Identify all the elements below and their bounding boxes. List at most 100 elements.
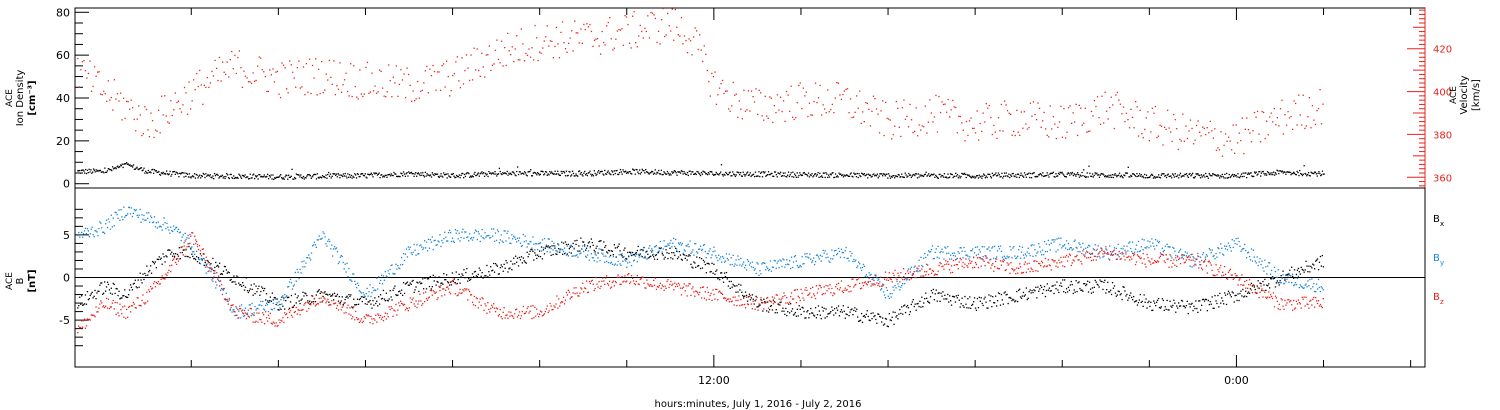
by-point [1294, 282, 1297, 284]
by-point [419, 245, 421, 247]
bx-point [885, 318, 888, 320]
bx-point [1295, 273, 1298, 276]
bx-point [1122, 286, 1124, 288]
bx-point [776, 312, 778, 314]
velocity-point [920, 129, 922, 131]
density-point [1005, 172, 1007, 174]
bx-point [1068, 289, 1071, 291]
bx-point [266, 300, 269, 302]
bx-point [592, 244, 594, 246]
bx-point [469, 279, 471, 281]
density-point [523, 173, 525, 175]
by-point [723, 261, 726, 263]
bx-point [990, 295, 992, 297]
by-point [361, 295, 363, 298]
density-point [238, 173, 240, 175]
by-point [988, 246, 990, 248]
by-point [1242, 248, 1244, 250]
density-point [729, 171, 731, 173]
bx-point [1128, 297, 1130, 299]
by-point [1012, 247, 1014, 249]
velocity-point [720, 83, 722, 85]
bx-point [1174, 302, 1176, 304]
by-point [1007, 257, 1009, 259]
density-point [425, 175, 427, 177]
density-point [328, 171, 330, 174]
velocity-point [592, 45, 594, 47]
by-point [279, 307, 281, 309]
bx-point [1057, 289, 1059, 291]
density-point [341, 174, 343, 177]
density-point [358, 176, 360, 178]
by-point [538, 243, 540, 245]
velocity-point [1103, 122, 1105, 124]
by-point [734, 263, 736, 265]
velocity-point [394, 82, 396, 84]
bx-point [486, 264, 488, 267]
by-point [328, 238, 330, 241]
bx-point [1181, 300, 1184, 302]
density-point [983, 174, 986, 176]
velocity-point [455, 61, 457, 63]
density-point [913, 173, 915, 176]
density-point [882, 175, 884, 177]
density-point [1023, 176, 1025, 178]
velocity-point [350, 63, 352, 65]
density-point [299, 176, 301, 178]
density-point [753, 176, 756, 178]
bx-point [622, 256, 624, 258]
velocity-point [186, 113, 189, 115]
density-point [385, 174, 387, 176]
bx-point [777, 303, 779, 305]
bx-point [321, 301, 323, 303]
bx-point [1299, 273, 1301, 275]
bx-point [164, 261, 166, 263]
velocity-point [670, 30, 672, 32]
by-point [1301, 286, 1303, 288]
by-point [346, 262, 348, 264]
velocity-point [807, 115, 809, 118]
density-point [423, 176, 426, 178]
bx-point [403, 292, 406, 294]
density-point [867, 177, 869, 179]
by-point [672, 242, 674, 244]
by-point [722, 257, 725, 259]
density-tick-label: 60 [56, 49, 70, 62]
density-point [171, 173, 173, 176]
density-point [609, 173, 611, 175]
by-point [209, 267, 211, 269]
density-point [813, 175, 815, 177]
velocity-point [831, 103, 833, 105]
velocity-point [895, 100, 897, 103]
by-point [1157, 242, 1160, 244]
bx-point [1291, 266, 1293, 268]
by-point [1066, 248, 1069, 251]
bx-point [281, 296, 283, 298]
by-point [375, 289, 377, 292]
density-point [1078, 176, 1081, 178]
density-point [682, 173, 684, 175]
by-point [991, 247, 993, 249]
by-point [840, 248, 843, 250]
by-point [826, 253, 828, 255]
bx-point [454, 282, 456, 284]
bx-point [118, 290, 120, 292]
velocity-point [1089, 130, 1091, 132]
density-point [1295, 174, 1297, 176]
by-point [962, 257, 964, 259]
by-point [1210, 251, 1212, 254]
density-point [816, 174, 818, 176]
by-point [1096, 248, 1098, 251]
bx-point [221, 273, 224, 275]
by-point [489, 237, 491, 239]
density-point [740, 175, 743, 177]
bx-point [497, 273, 500, 275]
density-point [1304, 172, 1306, 175]
density-point [491, 172, 494, 174]
density-point [85, 168, 87, 171]
bx-point [969, 296, 971, 298]
velocity-point [630, 47, 632, 49]
bx-point [549, 246, 551, 248]
by-point [1031, 244, 1033, 246]
velocity-point [380, 70, 382, 72]
